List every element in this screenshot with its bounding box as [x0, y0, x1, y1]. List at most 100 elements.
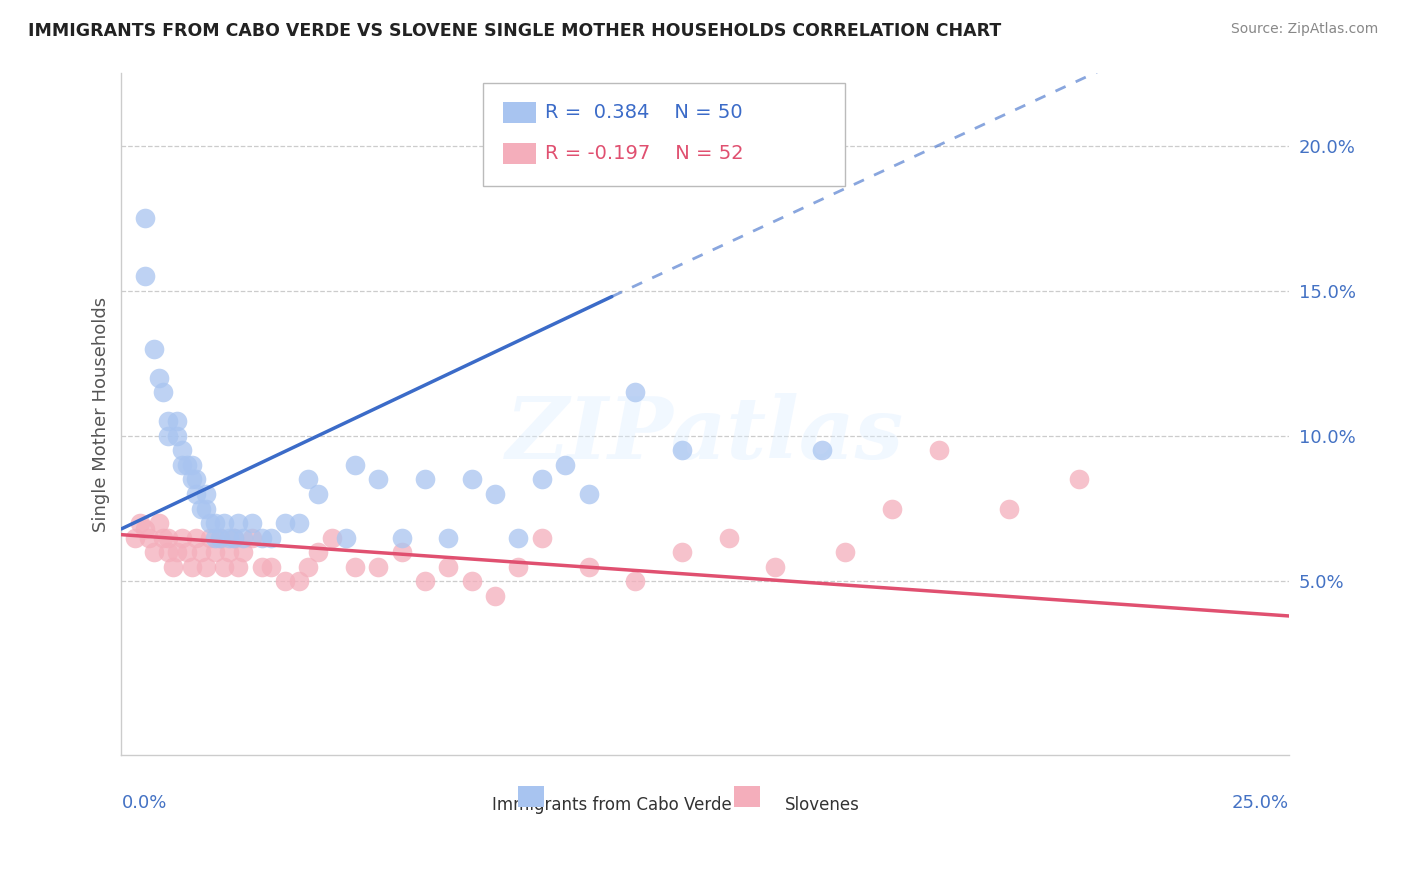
Point — [508, 559, 530, 574]
Point — [530, 473, 553, 487]
Point — [186, 473, 208, 487]
Point — [212, 559, 235, 574]
FancyBboxPatch shape — [503, 102, 536, 123]
Point — [190, 501, 212, 516]
Point — [998, 501, 1021, 516]
Point — [166, 429, 188, 443]
Point — [176, 545, 198, 559]
Text: Immigrants from Cabo Verde: Immigrants from Cabo Verde — [492, 797, 731, 814]
Point — [157, 545, 180, 559]
Point — [152, 531, 174, 545]
Point — [343, 458, 366, 472]
Point — [162, 559, 184, 574]
Point — [143, 342, 166, 356]
Point — [138, 531, 160, 545]
Point — [307, 487, 329, 501]
Point — [928, 443, 950, 458]
Point — [321, 531, 343, 545]
Point — [413, 574, 436, 588]
Point — [437, 559, 460, 574]
Point — [166, 545, 188, 559]
Point — [530, 531, 553, 545]
Point — [166, 414, 188, 428]
Point — [250, 559, 273, 574]
Point — [343, 559, 366, 574]
Point — [222, 531, 245, 545]
Point — [882, 501, 904, 516]
Point — [367, 473, 389, 487]
Point — [335, 531, 357, 545]
Point — [232, 531, 254, 545]
Point — [391, 531, 413, 545]
Point — [194, 487, 217, 501]
FancyBboxPatch shape — [503, 143, 536, 164]
Point — [208, 531, 231, 545]
Point — [129, 516, 152, 530]
Point — [172, 458, 194, 472]
Point — [240, 531, 263, 545]
Point — [157, 531, 180, 545]
Point — [288, 574, 311, 588]
Text: Slovenes: Slovenes — [785, 797, 859, 814]
Point — [834, 545, 856, 559]
Point — [763, 559, 786, 574]
Point — [624, 385, 647, 400]
Point — [260, 531, 283, 545]
Point — [260, 559, 283, 574]
Point — [143, 545, 166, 559]
Text: IMMIGRANTS FROM CABO VERDE VS SLOVENE SINGLE MOTHER HOUSEHOLDS CORRELATION CHART: IMMIGRANTS FROM CABO VERDE VS SLOVENE SI… — [28, 22, 1001, 40]
Text: R = -0.197    N = 52: R = -0.197 N = 52 — [546, 144, 744, 163]
Point — [274, 574, 297, 588]
Text: 25.0%: 25.0% — [1232, 794, 1289, 813]
Point — [508, 531, 530, 545]
Point — [204, 545, 226, 559]
FancyBboxPatch shape — [484, 83, 845, 186]
Point — [240, 516, 263, 530]
Point — [461, 473, 484, 487]
Point — [461, 574, 484, 588]
Point — [554, 458, 576, 472]
Point — [198, 516, 221, 530]
Point — [134, 269, 156, 284]
Point — [367, 559, 389, 574]
Point — [148, 516, 170, 530]
Text: Source: ZipAtlas.com: Source: ZipAtlas.com — [1230, 22, 1378, 37]
Point — [186, 487, 208, 501]
Point — [437, 531, 460, 545]
Text: 0.0%: 0.0% — [121, 794, 167, 813]
Point — [232, 545, 254, 559]
Point — [288, 516, 311, 530]
Point — [578, 487, 600, 501]
Point — [157, 429, 180, 443]
Point — [180, 473, 202, 487]
Point — [484, 487, 506, 501]
Point — [218, 531, 240, 545]
Point — [671, 545, 693, 559]
Point — [124, 531, 146, 545]
Point — [717, 531, 740, 545]
Point — [180, 559, 202, 574]
Point — [134, 211, 156, 226]
FancyBboxPatch shape — [734, 786, 761, 806]
Point — [208, 531, 231, 545]
Point — [134, 522, 156, 536]
Point — [297, 559, 319, 574]
Point — [218, 545, 240, 559]
Point — [484, 589, 506, 603]
Y-axis label: Single Mother Households: Single Mother Households — [93, 297, 110, 532]
Point — [297, 473, 319, 487]
Point — [180, 458, 202, 472]
Point — [186, 531, 208, 545]
Point — [226, 516, 249, 530]
Point — [578, 559, 600, 574]
Point — [190, 545, 212, 559]
Point — [274, 516, 297, 530]
Text: R =  0.384    N = 50: R = 0.384 N = 50 — [546, 103, 742, 122]
Text: ZIPatlas: ZIPatlas — [506, 392, 904, 476]
Point — [194, 559, 217, 574]
Point — [204, 531, 226, 545]
Point — [172, 531, 194, 545]
Point — [391, 545, 413, 559]
Point — [152, 385, 174, 400]
Point — [811, 443, 834, 458]
